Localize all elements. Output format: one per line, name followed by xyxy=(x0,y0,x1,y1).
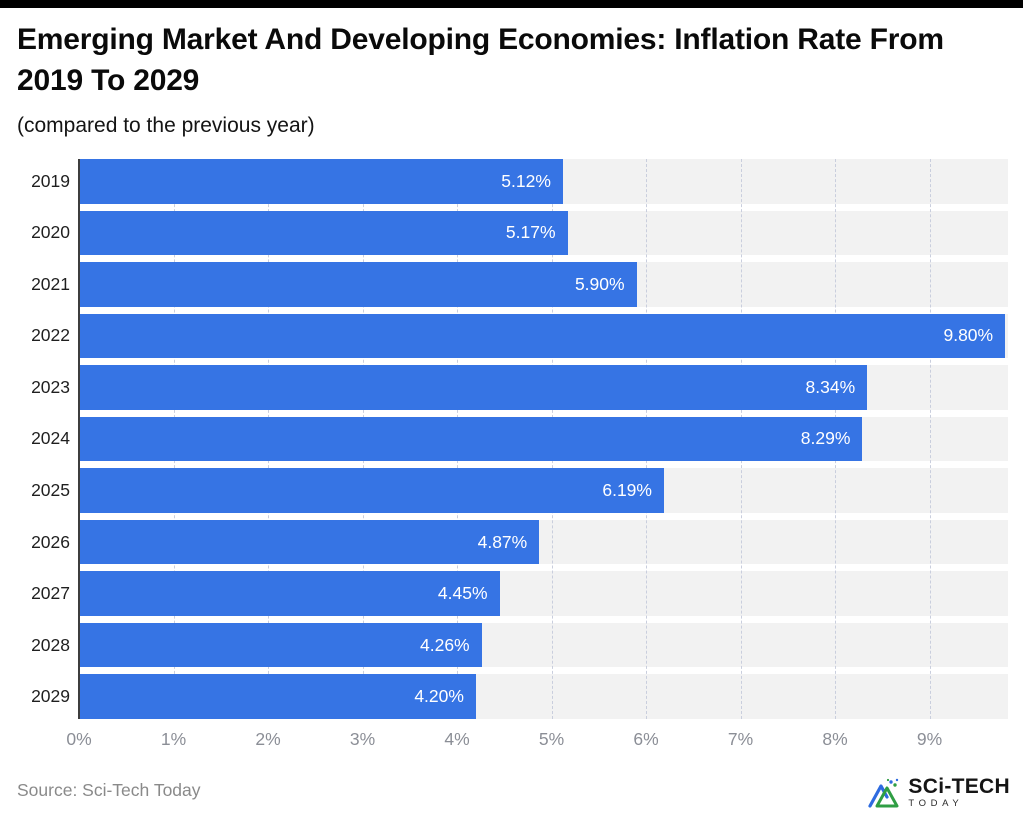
bar-track: 4.26% xyxy=(79,622,1008,668)
bar-track: 5.90% xyxy=(79,262,1008,307)
chart-rows: 2019 5.12% 2020 5.17% 2021 5.90% 2022 9.80% 2023… xyxy=(0,159,1023,719)
chart-row: 2026 4.87% xyxy=(0,519,1023,565)
year-label: 2019 xyxy=(31,170,70,191)
bar-value-label: 8.29% xyxy=(800,428,851,449)
bar-track: 8.29% xyxy=(79,416,1008,462)
x-tick-label: 2% xyxy=(255,729,281,749)
x-axis-tick-labels: 0% 1% 2% 3% 4% 5% 6% 7% 8% 9% xyxy=(66,729,1008,751)
source-text: Source: Sci-Tech Today xyxy=(17,780,201,800)
bar-2023: 8.34% xyxy=(79,365,868,410)
chart-row: 2021 5.90% xyxy=(0,262,1023,307)
year-label: 2029 xyxy=(31,686,70,707)
bar-2019: 5.12% xyxy=(79,159,563,204)
year-label: 2027 xyxy=(31,583,70,604)
chart-row: 2028 4.26% xyxy=(0,622,1023,668)
x-tick-label: 5% xyxy=(538,729,565,749)
bar-track: 4.87% xyxy=(79,519,1008,565)
chart-row: 2025 6.19% xyxy=(0,468,1023,513)
bar-value-label: 6.19% xyxy=(602,480,652,501)
x-tick-label: 3% xyxy=(349,729,376,749)
scitech-mountain-icon xyxy=(868,778,899,808)
top-black-bar xyxy=(0,0,1023,8)
bar-value-label: 9.80% xyxy=(943,325,994,346)
year-label: 2026 xyxy=(31,531,70,552)
bar-track: 4.45% xyxy=(79,571,1008,616)
bar-track: 8.34% xyxy=(79,365,1008,410)
bar-value-label: 4.45% xyxy=(437,583,488,604)
bar-2025: 6.19% xyxy=(79,468,664,513)
chart-row: 2022 9.80% xyxy=(0,313,1023,359)
bar-2026: 4.87% xyxy=(79,519,540,565)
year-label: 2022 xyxy=(31,325,70,346)
bar-track: 5.12% xyxy=(79,159,1008,204)
y-axis-line xyxy=(78,159,80,719)
bar-track: 5.17% xyxy=(79,210,1008,256)
bar-track: 9.80% xyxy=(79,313,1008,359)
bar-value-label: 4.87% xyxy=(477,531,528,552)
year-label: 2024 xyxy=(31,428,70,449)
x-tick-label: 6% xyxy=(633,729,659,749)
chart-row: 2019 5.12% xyxy=(0,159,1023,204)
x-tick-label: 0% xyxy=(66,729,92,749)
scitech-logo: SCi-TECH TODAY xyxy=(867,776,1010,809)
bar-2027: 4.45% xyxy=(79,571,500,616)
chart-title: Emerging Market And Developing Economies… xyxy=(17,23,944,97)
bar-2024: 8.29% xyxy=(79,416,863,462)
chart-row: 2027 4.45% xyxy=(0,571,1023,616)
x-tick-label: 7% xyxy=(727,729,754,749)
bar-value-label: 5.12% xyxy=(501,170,551,191)
x-tick-label: 9% xyxy=(916,729,943,749)
year-label: 2020 xyxy=(31,222,70,243)
bar-2022: 9.80% xyxy=(79,313,1006,359)
bar-track: 6.19% xyxy=(79,468,1008,513)
bar-value-label: 4.20% xyxy=(414,686,464,707)
x-tick-label: 1% xyxy=(160,729,187,749)
chart-subtitle: (compared to the previous year) xyxy=(17,114,315,137)
bar-value-label: 5.90% xyxy=(574,273,625,294)
bar-chart: 2019 5.12% 2020 5.17% 2021 5.90% 2022 9.80% 2023… xyxy=(0,159,1023,719)
chart-row: 2020 5.17% xyxy=(0,210,1023,256)
bar-2020: 5.17% xyxy=(79,210,568,256)
logo-subtitle: TODAY xyxy=(908,798,964,809)
x-tick-label: 4% xyxy=(444,729,470,749)
chart-row: 2024 8.29% xyxy=(0,416,1023,462)
year-label: 2025 xyxy=(31,480,70,501)
year-label: 2028 xyxy=(31,634,70,655)
bar-value-label: 5.17% xyxy=(505,222,556,243)
bar-2029: 4.20% xyxy=(79,674,476,719)
bar-2028: 4.26% xyxy=(79,622,482,668)
x-tick-label: 8% xyxy=(822,729,848,749)
bar-track: 4.20% xyxy=(79,674,1008,719)
bar-value-label: 4.26% xyxy=(420,634,470,655)
bar-2021: 5.90% xyxy=(79,262,637,307)
chart-row: 2023 8.34% xyxy=(0,365,1023,410)
chart-row: 2029 4.20% xyxy=(0,674,1023,719)
year-label: 2021 xyxy=(31,273,70,294)
bar-value-label: 8.34% xyxy=(805,376,856,397)
year-label: 2023 xyxy=(31,376,70,397)
logo-title: SCi-TECH xyxy=(908,775,1010,798)
